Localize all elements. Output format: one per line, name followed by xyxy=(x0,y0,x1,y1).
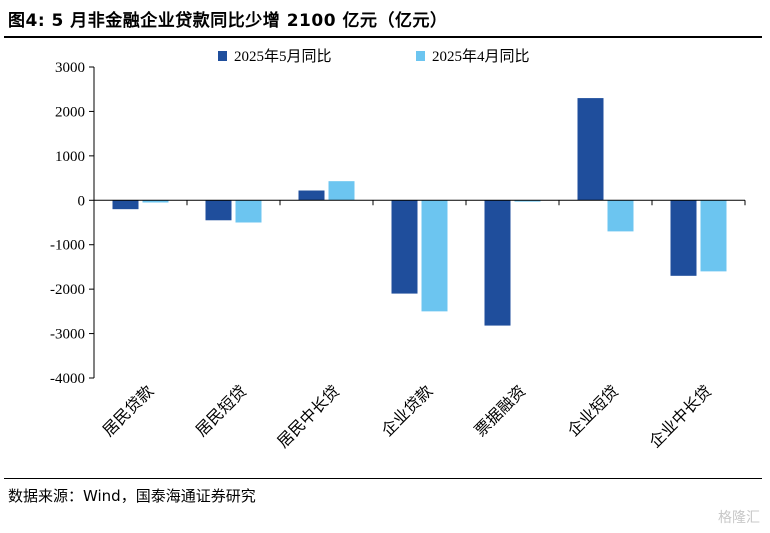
bar-chart: 2025年5月同比 2025年4月同比 3000 2000 1000 0 -1000 -20… xyxy=(50,48,746,451)
bar-series-2-4 xyxy=(421,200,448,312)
y-tick-label: 1000 xyxy=(55,149,85,165)
bar-series-2-3 xyxy=(328,181,355,201)
x-category-label: 企业中长贷 xyxy=(645,381,715,451)
legend-swatch-2 xyxy=(416,51,425,61)
watermark-logo: 格隆汇 xyxy=(718,510,760,526)
x-category-label: 居民中长贷 xyxy=(273,381,343,451)
source-note: 数据来源：Wind，国泰海通证券研究 xyxy=(8,487,256,505)
y-tick-label: 2000 xyxy=(55,104,85,120)
y-tick-label: -4000 xyxy=(50,371,85,387)
y-tick-label: 0 xyxy=(78,193,86,209)
y-tick-label: -3000 xyxy=(50,327,85,343)
figure-title: 图4: 5 月非金融企业贷款同比少增 2100 亿元（亿元） xyxy=(8,11,448,31)
y-tick-label: -2000 xyxy=(50,282,85,298)
x-category-label: 企业贷款 xyxy=(378,381,437,440)
title-rule xyxy=(4,36,762,38)
y-tick-label: -1000 xyxy=(50,238,85,254)
y-tick-label: 3000 xyxy=(55,60,85,76)
bar-series-2-2 xyxy=(235,200,262,223)
bar-series-1-3 xyxy=(298,190,325,201)
bar-series-2-1 xyxy=(142,200,169,203)
bar-series-1-6 xyxy=(577,98,604,201)
legend-label-2: 2025年4月同比 xyxy=(432,48,530,65)
bars xyxy=(112,98,727,326)
bar-series-2-5 xyxy=(514,200,541,202)
bar-series-2-7 xyxy=(700,200,727,272)
bar-series-1-5 xyxy=(484,200,511,326)
x-axis: 居民贷款 居民短贷 居民中长贷 企业贷款 票据融资 企业短贷 企业中长贷 xyxy=(93,199,746,451)
legend: 2025年5月同比 2025年4月同比 xyxy=(218,48,530,65)
source-rule xyxy=(4,478,762,479)
x-category-label: 居民贷款 xyxy=(99,381,158,440)
x-category-label: 企业短贷 xyxy=(564,381,623,440)
bar-series-1-1 xyxy=(112,200,139,210)
legend-swatch-1 xyxy=(218,51,227,61)
bar-series-1-7 xyxy=(670,200,697,276)
bar-series-1-4 xyxy=(391,200,418,294)
bar-series-2-6 xyxy=(607,200,634,232)
legend-label-1: 2025年5月同比 xyxy=(234,48,332,65)
y-axis: 3000 2000 1000 0 -1000 -2000 -3000 -4000 xyxy=(50,60,95,387)
bar-series-1-2 xyxy=(205,200,232,221)
x-category-label: 居民短贷 xyxy=(192,381,251,440)
x-category-label: 票据融资 xyxy=(471,381,530,440)
